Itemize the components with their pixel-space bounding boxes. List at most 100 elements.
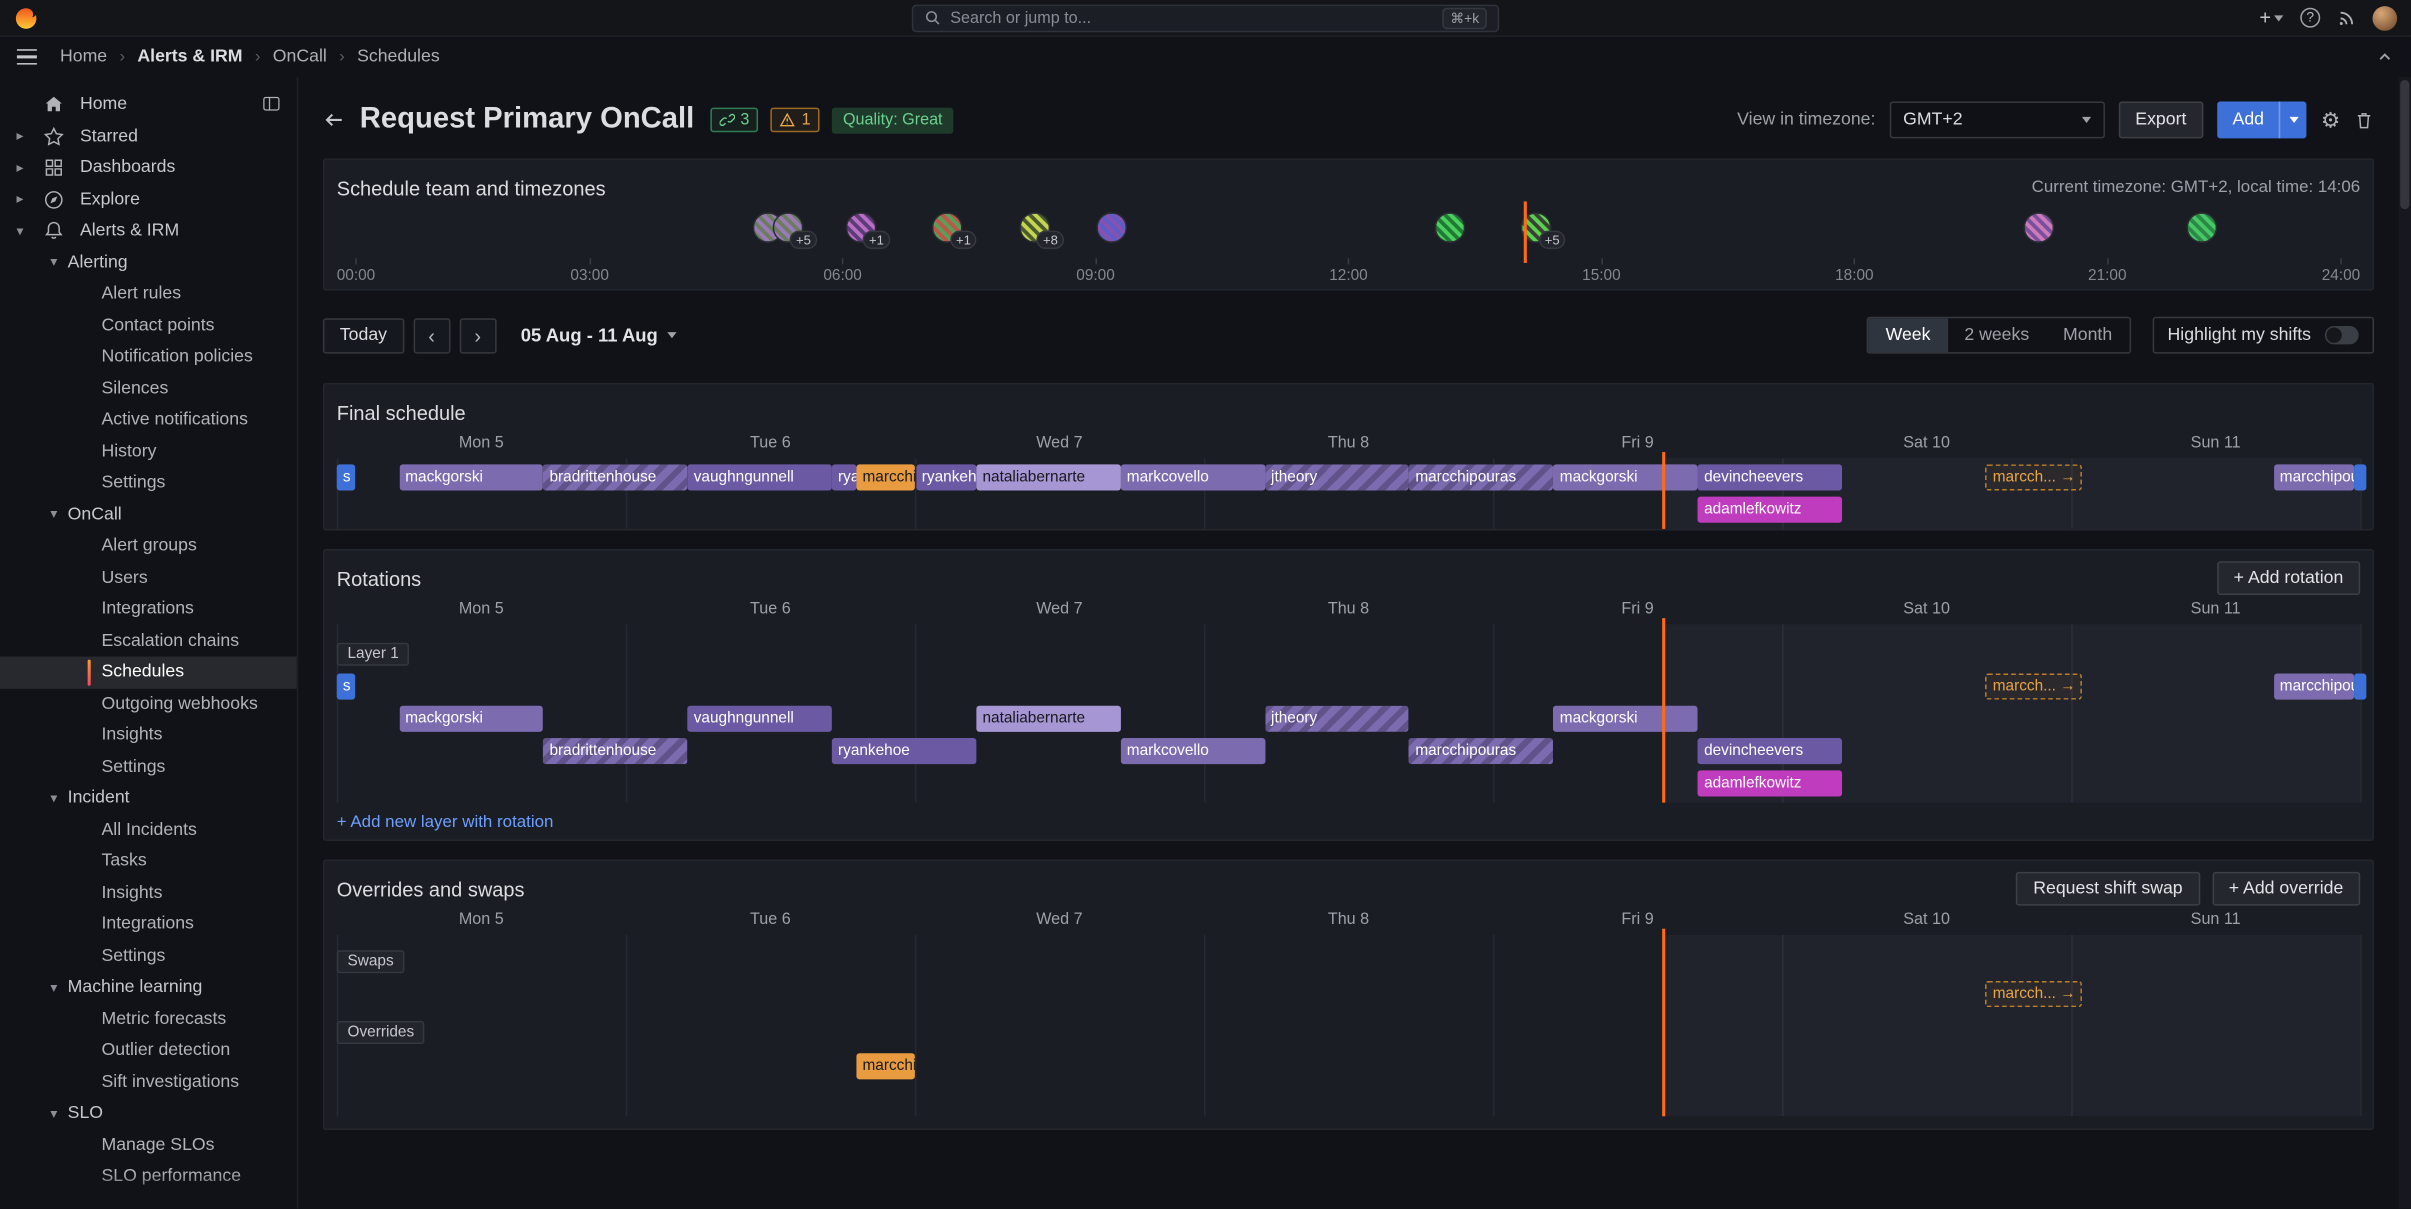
shift-block[interactable]: nataliabernarte bbox=[976, 464, 1121, 491]
sidebar-item-oncall[interactable]: ▾ OnCall bbox=[0, 499, 297, 531]
shift-block[interactable]: jtheory bbox=[1265, 464, 1409, 491]
sidebar-item-insights[interactable]: Insights bbox=[0, 720, 297, 752]
shift-block[interactable]: adamlefkowitz bbox=[1697, 496, 1843, 523]
collapse-header-icon[interactable] bbox=[2376, 48, 2394, 66]
chevron-right-icon[interactable]: ▸ bbox=[16, 128, 24, 144]
sidebar-item-machine-learning[interactable]: ▾ Machine learning bbox=[0, 972, 297, 1004]
sidebar-item-home[interactable]: Home bbox=[0, 89, 297, 121]
timezone-avatar-group[interactable] bbox=[1096, 212, 1128, 243]
chevron-down-icon[interactable]: ▾ bbox=[50, 789, 58, 806]
shift-block[interactable]: mackgorski bbox=[399, 705, 544, 732]
add-rotation-button[interactable]: + Add rotation bbox=[2216, 561, 2361, 596]
warnings-badge[interactable]: 1 bbox=[770, 107, 820, 133]
sidebar-item-settings[interactable]: Settings bbox=[0, 940, 297, 972]
shift-block[interactable] bbox=[2354, 673, 2367, 700]
sidebar-item-dashboards[interactable]: ▸ Dashboards bbox=[0, 152, 297, 184]
shift-swap-request[interactable]: marcch... → ? bbox=[1985, 464, 2083, 491]
sidebar-item-escalation-chains[interactable]: Escalation chains bbox=[0, 625, 297, 657]
breadcrumb-alerts-irm[interactable]: Alerts & IRM bbox=[137, 47, 243, 67]
sidebar-item-slo[interactable]: ▾ SLO bbox=[0, 1098, 297, 1130]
sidebar-item-integrations[interactable]: Integrations bbox=[0, 594, 297, 626]
shift-block[interactable]: ryankeho bbox=[915, 464, 977, 491]
delete-icon[interactable] bbox=[2354, 110, 2374, 130]
shift-block[interactable]: nataliabernarte bbox=[976, 705, 1121, 732]
view-option-2-weeks[interactable]: 2 weeks bbox=[1964, 325, 2030, 345]
sidebar-item-settings[interactable]: Settings bbox=[0, 467, 297, 499]
shift-block[interactable]: bradrittenhouse bbox=[543, 738, 687, 765]
shift-block[interactable]: rya bbox=[831, 464, 857, 491]
sidebar-item-slo-performance[interactable]: SLO performance bbox=[0, 1161, 297, 1193]
timezone-select[interactable]: GMT+2 bbox=[1889, 101, 2105, 139]
shift-block[interactable]: mackgorski bbox=[1553, 705, 1698, 732]
sidebar-item-all-incidents[interactable]: All Incidents bbox=[0, 814, 297, 846]
highlight-my-shifts-toggle[interactable] bbox=[2324, 325, 2359, 345]
shift-block[interactable]: vaughngunnell bbox=[687, 705, 832, 732]
chevron-down-icon[interactable]: ▾ bbox=[50, 254, 58, 270]
shift-block[interactable]: mackgorski bbox=[1553, 464, 1698, 491]
shift-block[interactable]: jtheory bbox=[1265, 705, 1409, 732]
shift-block[interactable]: marcchipouras bbox=[1409, 464, 1553, 491]
new-menu-button[interactable]: + bbox=[2259, 6, 2284, 29]
shift-block[interactable]: marcchipoura bbox=[2273, 464, 2355, 491]
help-icon[interactable]: ? bbox=[2300, 7, 2321, 28]
shift-block[interactable]: markcovello bbox=[1120, 464, 1265, 491]
request-shift-swap-button[interactable]: Request shift swap bbox=[2016, 871, 2200, 906]
add-button[interactable]: Add bbox=[2217, 101, 2308, 139]
sidebar-item-alert-groups[interactable]: Alert groups bbox=[0, 530, 297, 562]
user-avatar[interactable] bbox=[2372, 5, 2398, 30]
sidebar-item-outlier-detection[interactable]: Outlier detection bbox=[0, 1035, 297, 1067]
shift-block[interactable]: s bbox=[336, 464, 355, 491]
sidebar-item-users[interactable]: Users bbox=[0, 562, 297, 594]
sidebar-item-insights[interactable]: Insights bbox=[0, 877, 297, 909]
date-range-picker[interactable]: 05 Aug - 11 Aug bbox=[521, 324, 677, 346]
back-arrow-icon[interactable] bbox=[323, 109, 348, 131]
scrollbar-thumb[interactable] bbox=[2400, 79, 2410, 210]
chevron-right-icon[interactable]: ▸ bbox=[16, 159, 24, 175]
add-layer-link[interactable]: + Add new layer with rotation bbox=[336, 813, 554, 832]
sidebar-item-metric-forecasts[interactable]: Metric forecasts bbox=[0, 1003, 297, 1035]
shift-block[interactable]: marcchipouras bbox=[1409, 738, 1553, 765]
menu-toggle-icon[interactable] bbox=[16, 48, 37, 65]
shift-block[interactable]: markcovello bbox=[1120, 738, 1265, 765]
sidebar-item-starred[interactable]: ▸ Starred bbox=[0, 121, 297, 153]
timezone-avatar-group[interactable]: +1 bbox=[932, 212, 978, 250]
timezone-avatar-group[interactable]: +8 bbox=[1019, 212, 1065, 250]
sidebar-item-integrations[interactable]: Integrations bbox=[0, 909, 297, 941]
shift-block[interactable]: vaughngunnell bbox=[687, 464, 832, 491]
shift-block[interactable]: marcchip bbox=[856, 464, 916, 491]
sidebar-item-manage-slos[interactable]: Manage SLOs bbox=[0, 1129, 297, 1161]
sidebar-item-alerts-irm[interactable]: ▾ Alerts & IRM bbox=[0, 215, 297, 247]
previous-week-button[interactable]: ‹ bbox=[413, 317, 451, 353]
quality-badge[interactable]: Quality: Great bbox=[832, 106, 954, 134]
next-week-button[interactable]: › bbox=[459, 317, 497, 353]
timezone-avatar-group[interactable]: +5 bbox=[752, 212, 818, 250]
export-button[interactable]: Export bbox=[2118, 101, 2204, 139]
add-override-button[interactable]: + Add override bbox=[2211, 871, 2361, 906]
sidebar-item-incident[interactable]: ▾ Incident bbox=[0, 783, 297, 815]
settings-icon[interactable]: ⚙ bbox=[2320, 107, 2341, 133]
sidebar-item-explore[interactable]: ▸ Explore bbox=[0, 184, 297, 216]
sidebar-item-active-notifications[interactable]: Active notifications bbox=[0, 404, 297, 436]
timezone-avatar-group[interactable]: +1 bbox=[845, 212, 891, 250]
chevron-down-icon[interactable]: ▾ bbox=[16, 222, 24, 238]
shift-block[interactable]: devincheevers bbox=[1697, 464, 1843, 491]
shift-block[interactable]: marcchipoura bbox=[2273, 673, 2355, 700]
page-scrollbar[interactable] bbox=[2398, 76, 2411, 1209]
news-icon[interactable] bbox=[2337, 8, 2355, 26]
search-input[interactable]: Search or jump to... ⌘+k bbox=[911, 3, 1500, 32]
view-option-month[interactable]: Month bbox=[2063, 325, 2113, 345]
breadcrumb-oncall[interactable]: OnCall bbox=[272, 47, 327, 67]
highlight-my-shifts-control[interactable]: Highlight my shifts bbox=[2152, 316, 2375, 354]
sidebar-item-tasks[interactable]: Tasks bbox=[0, 846, 297, 878]
shift-swap-request[interactable]: marcch... → ? bbox=[1985, 980, 2083, 1008]
shift-block[interactable]: s bbox=[336, 673, 355, 700]
shift-swap-request[interactable]: marcch... → ? bbox=[1985, 673, 2083, 700]
timezone-avatar-group[interactable] bbox=[2186, 212, 2218, 243]
sidebar-item-settings[interactable]: Settings bbox=[0, 751, 297, 783]
shift-block[interactable]: mackgorski bbox=[399, 464, 544, 491]
sidebar-item-notification-policies[interactable]: Notification policies bbox=[0, 341, 297, 373]
sidebar-item-alert-rules[interactable]: Alert rules bbox=[0, 278, 297, 310]
sidebar-item-schedules[interactable]: Schedules bbox=[0, 656, 297, 689]
shift-block[interactable]: adamlefkowitz bbox=[1697, 770, 1843, 797]
shift-block[interactable] bbox=[2354, 464, 2367, 491]
